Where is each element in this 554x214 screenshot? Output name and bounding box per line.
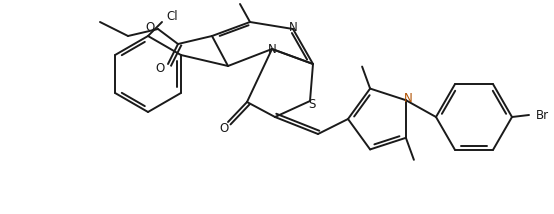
Text: S: S bbox=[309, 98, 316, 110]
Text: O: O bbox=[155, 61, 165, 74]
Text: N: N bbox=[403, 92, 412, 105]
Text: N: N bbox=[268, 43, 276, 55]
Text: Br: Br bbox=[535, 108, 548, 122]
Text: O: O bbox=[219, 122, 229, 135]
Text: N: N bbox=[289, 21, 297, 34]
Text: Cl: Cl bbox=[166, 9, 178, 22]
Text: O: O bbox=[145, 21, 155, 34]
